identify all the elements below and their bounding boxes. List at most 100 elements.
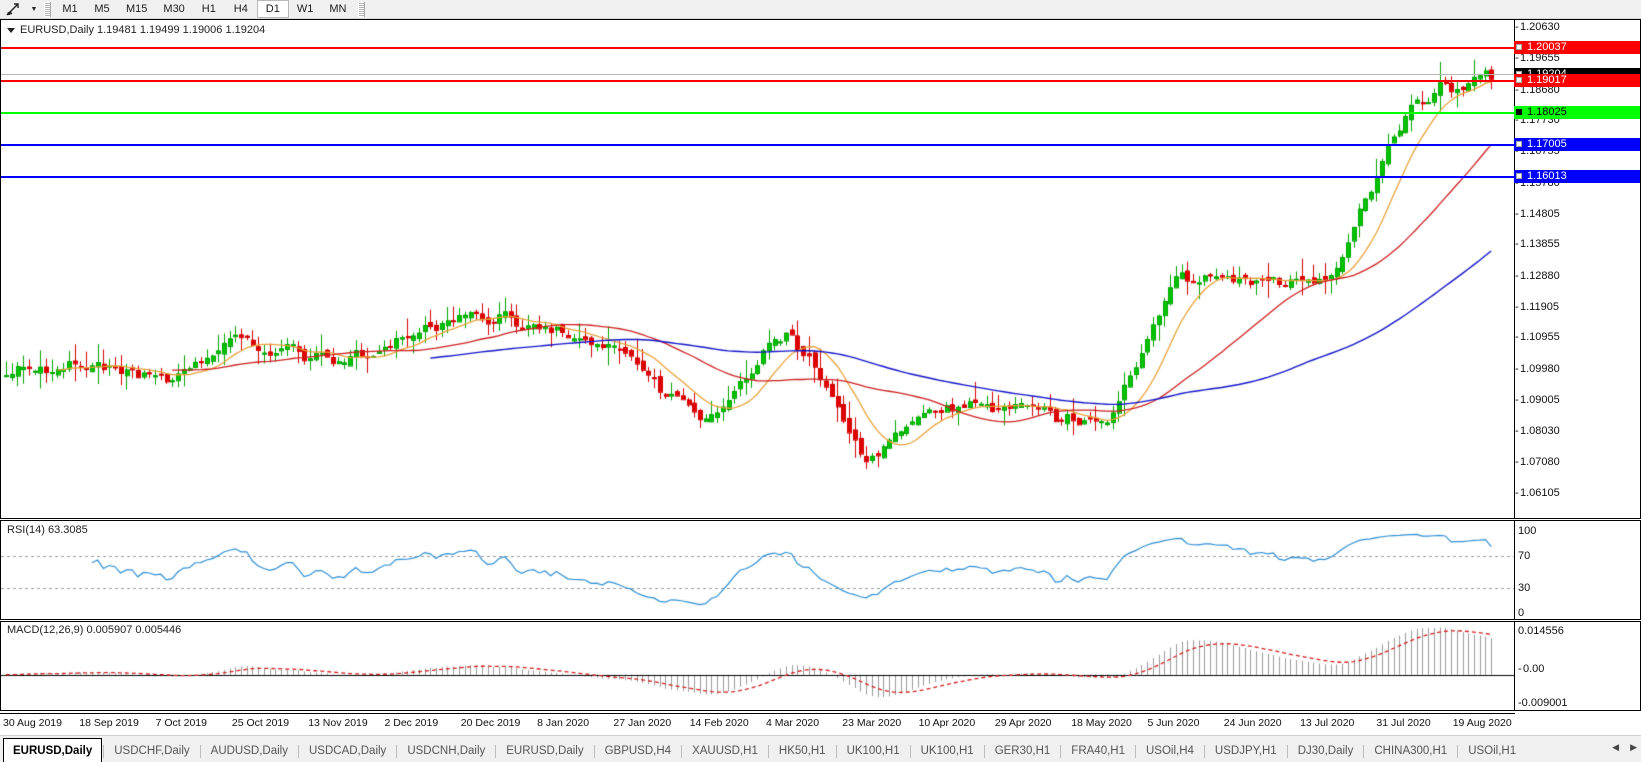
chart-tab-usdjpy-h1[interactable]: USDJPY,H1 (1214, 745, 1277, 757)
chart-tab-china300-h1[interactable]: CHINA300,H1 (1374, 745, 1448, 757)
date-axis[interactable]: 30 Aug 2019 18 Sep 2019 7 Oct 2019 25 Oct 2… (0, 713, 1515, 733)
date-label-5: 2 Dec 2019 (384, 717, 439, 729)
level-price-tag-pivot-level[interactable]: 1.18025 (1514, 105, 1640, 119)
chevron-down-icon[interactable]: ▼ (30, 5, 38, 13)
level-drag-handle[interactable] (1516, 141, 1522, 148)
toolbar-grip-2[interactable] (358, 1, 366, 17)
price-plot-area[interactable] (1, 20, 1514, 518)
rsi-axis[interactable]: 100 70 30 0 (1514, 521, 1640, 619)
tab-separator (103, 745, 105, 758)
price-tick-4: -1.16755 (1515, 145, 1560, 158)
date-label-4: 13 Nov 2019 (308, 717, 368, 729)
tab-separator (1286, 745, 1288, 758)
date-label-1: 18 Sep 2019 (79, 717, 139, 729)
tab-separator (681, 745, 683, 758)
price-tick-2: -1.18680 (1515, 83, 1560, 96)
timeframe-button-m5[interactable]: M5 (94, 3, 110, 15)
level-price-tag-resistance-level-2[interactable]: 1.19017 (1514, 73, 1640, 87)
chart-tab-usoil-h1[interactable]: USOil,H1 (1468, 745, 1517, 757)
price-axis[interactable]: -1.20630 -1.19655 -1.18680 -1.17730 -1.16755… (1514, 20, 1640, 518)
chart-tab-usoil-h4[interactable]: USOil,H4 (1145, 745, 1194, 757)
date-label-0: 30 Aug 2019 (3, 717, 62, 729)
price-tick-6: -1.14805 (1515, 207, 1560, 220)
level-drag-handle[interactable] (1516, 173, 1522, 180)
price-tick-0: -1.20630 (1515, 21, 1560, 33)
chart-tab-uk100-h1[interactable]: UK100,H1 (846, 745, 900, 757)
price-tick-label: 1.06105 (1520, 487, 1560, 499)
timeframe-button-h4[interactable]: H4 (233, 3, 248, 15)
price-pane[interactable]: EURUSD,Daily 1.19481 1.19499 1.19006 1.1… (0, 19, 1641, 519)
rsi-tick-0: 100 (1518, 525, 1537, 537)
tab-separator (1203, 745, 1205, 758)
date-label-18: 31 Jul 2020 (1376, 717, 1431, 729)
timeframe-button-h1[interactable]: H1 (201, 3, 216, 15)
date-label-11: 23 Mar 2020 (842, 717, 902, 729)
timeframe-button-mn[interactable]: MN (329, 3, 347, 15)
crosshair-draw-icon[interactable] (0, 0, 26, 18)
chart-tab-eurusd-daily[interactable]: EURUSD,Daily (3, 738, 103, 762)
chart-tab-eurusd-daily[interactable]: EURUSD,Daily (506, 745, 584, 757)
price-tick-label: 1.17730 (1520, 114, 1560, 127)
level-price-tag-resistance-level-1[interactable]: 1.20037 (1514, 41, 1640, 55)
tab-separator (1134, 745, 1136, 758)
price-tick-14: -1.07080 (1515, 455, 1560, 468)
tab-separator (909, 745, 911, 758)
macd-axis[interactable]: 0.014556 -0.00 -0.009001 (1514, 622, 1640, 710)
timeframe-button-group: M1 M5 M15 M30 H1 H4 D1 W1 MN (54, 0, 354, 18)
level-line-stroke (1, 111, 1514, 114)
chart-tab-usdchf-daily[interactable]: USDCHF,Daily (114, 745, 190, 757)
date-label-17: 13 Jul 2020 (1300, 717, 1355, 729)
level-drag-handle[interactable] (1516, 76, 1522, 83)
level-line-stroke (1, 176, 1514, 179)
chart-tab-hk50-h1[interactable]: HK50,H1 (778, 745, 826, 757)
crosshair-draw-icon-svg (6, 2, 19, 15)
timeframe-button-m1[interactable]: M1 (62, 3, 78, 15)
macd-tick-2: -0.009001 (1518, 698, 1568, 709)
macd-plot-area[interactable] (1, 622, 1514, 710)
rsi-pane[interactable]: RSI(14) 63.3085 100 70 30 0 (0, 520, 1641, 620)
date-label-6: 20 Dec 2019 (460, 717, 521, 729)
timeframe-button-d1[interactable]: D1 (256, 0, 289, 18)
chart-tab-xauusd-h1[interactable]: XAUUSD,H1 (692, 745, 758, 757)
date-label-19: 19 Aug 2020 (1452, 717, 1512, 729)
arrow-left-icon[interactable]: ◀ (1612, 741, 1620, 752)
chart-tab-usdcnh-daily[interactable]: USDCNH,Daily (407, 745, 486, 757)
rsi-canvas (1, 521, 1514, 619)
timeframe-button-w1[interactable]: W1 (296, 3, 314, 15)
level-price-tag-support-level-2[interactable]: 1.16013 (1514, 170, 1640, 184)
date-label-7: 8 Jan 2020 (537, 717, 590, 729)
level-price-tag-support-level-1[interactable]: 1.17005 (1514, 138, 1640, 152)
macd-tick-label: -0.009001 (1518, 697, 1568, 709)
price-pane-title: EURUSD,Daily 1.19481 1.19499 1.19006 1.1… (7, 24, 265, 36)
chart-tab-ger30-h1[interactable]: GER30,H1 (994, 745, 1051, 757)
timeframe-button-m30[interactable]: M30 (163, 3, 185, 15)
chart-tab-bar: EURUSD,Daily USDCHF,Daily AUDUSD,Daily USDC… (0, 735, 1641, 762)
timeframe-button-m15[interactable]: M15 (126, 3, 148, 15)
level-price-value: 1.19017 (1527, 73, 1567, 86)
chart-tab-gbpusd-h4[interactable]: GBPUSD,H4 (604, 745, 672, 757)
top-toolbar: ▼ M1 M5 M15 M30 H1 H4 D1 W1 MN (0, 0, 1641, 19)
chart-tab-fra40-h1[interactable]: FRA40,H1 (1071, 745, 1125, 757)
macd-pane-title: MACD(12,26,9) 0.005907 0.005446 (7, 624, 182, 636)
rsi-tick-1: 70 (1518, 549, 1531, 562)
chart-tab-dj30-daily[interactable]: DJ30,Daily (1297, 745, 1354, 757)
price-tick-label: 1.12880 (1520, 269, 1560, 282)
toolbar-grip[interactable] (44, 1, 51, 17)
level-drag-handle[interactable] (1516, 108, 1522, 115)
price-tick-label: 1.10955 (1520, 331, 1560, 344)
price-tick-1: -1.19655 (1515, 52, 1560, 65)
price-tick-15: -1.06105 (1515, 487, 1560, 499)
collapse-triangle-icon[interactable] (7, 27, 15, 33)
macd-pane[interactable]: MACD(12,26,9) 0.005907 0.005446 0.014556… (0, 621, 1641, 711)
rsi-tick-2: 30 (1518, 582, 1531, 595)
level-line-stroke (1, 47, 1514, 50)
level-drag-handle[interactable] (1516, 44, 1522, 51)
date-label-14: 18 May 2020 (1071, 717, 1132, 729)
chart-tab-uk100-h1[interactable]: UK100,H1 (920, 745, 974, 757)
arrow-right-icon[interactable]: ▶ (1630, 741, 1637, 752)
tab-scroll-arrows: ◀ ▶ (1607, 735, 1641, 762)
rsi-plot-area[interactable] (1, 521, 1514, 619)
tab-separator (297, 745, 299, 758)
chart-tab-usdcad-daily[interactable]: USDCAD,Daily (308, 745, 387, 757)
chart-tab-audusd-daily[interactable]: AUDUSD,Daily (210, 745, 288, 757)
